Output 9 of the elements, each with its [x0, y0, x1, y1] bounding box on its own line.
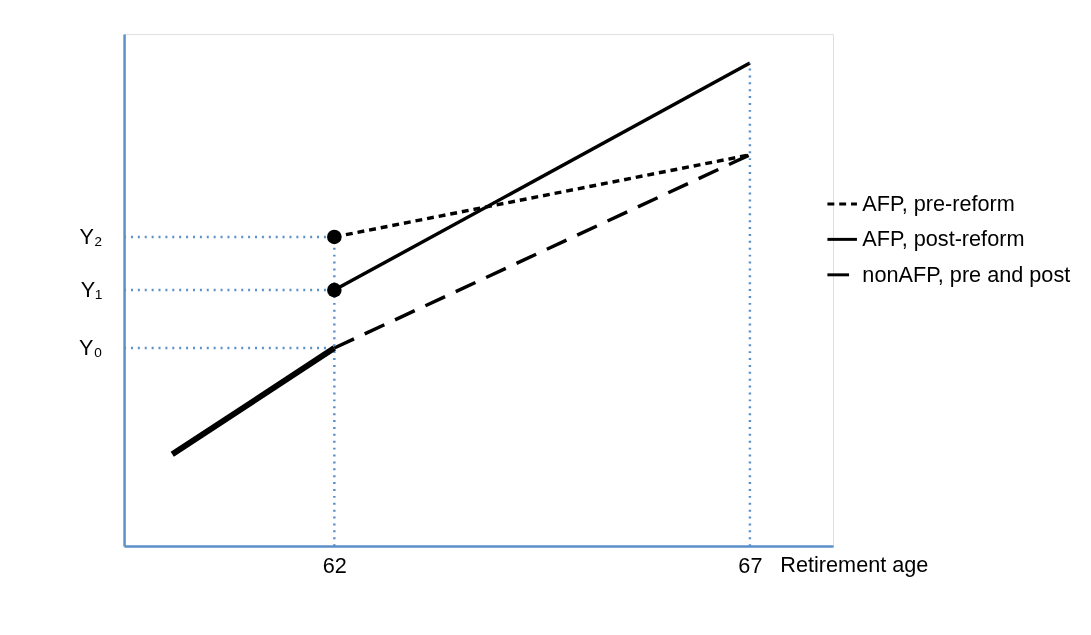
x-tick-label: 62: [322, 553, 347, 579]
ref-line-label: Y₂: [79, 223, 103, 249]
legend-label: AFP, pre-reform: [862, 190, 1015, 216]
x-axis-title: Retirement age: [780, 552, 929, 578]
ref-line-label: Y₀: [78, 334, 103, 360]
x-tick-label: 67: [738, 553, 763, 579]
legend-label: nonAFP, pre and post: [862, 261, 1071, 287]
ref-line-label: Y₁: [80, 276, 103, 302]
legend-label: AFP, post-reform: [862, 226, 1025, 252]
